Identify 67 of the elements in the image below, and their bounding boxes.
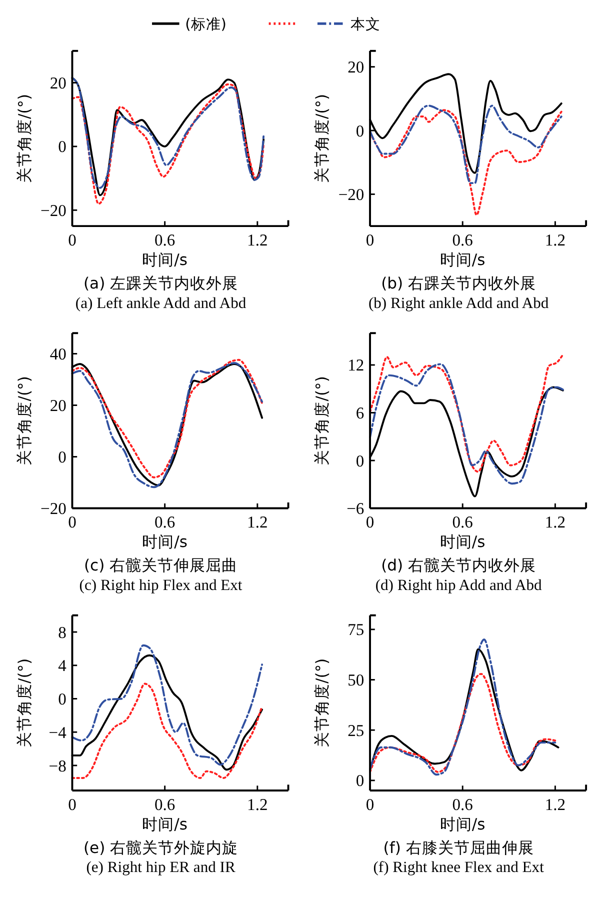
x-tick-label: 0.6: [154, 512, 176, 532]
y-axis-title: 关节角度/(°): [15, 376, 34, 466]
text: (e) Right hip ER and IR: [86, 859, 236, 876]
y-tick-label: −20: [40, 200, 66, 220]
y-tick-label: −6: [346, 499, 364, 518]
text: (c) Right hip Flex and Ext: [79, 577, 243, 594]
text: (e) 右髋关节外旋内旋: [83, 838, 238, 857]
y-axis-title: 关节角度/(°): [313, 376, 332, 466]
y-tick-label: 0: [356, 121, 364, 140]
x-tick-label: 1.2: [544, 512, 566, 532]
x-tick-label: 1.2: [544, 230, 566, 250]
y-tick-label: −4: [48, 722, 66, 742]
y-tick-label: 0: [356, 771, 364, 790]
y-tick-label: −20: [338, 185, 364, 204]
line-series: [71, 682, 264, 779]
text: (f) Right knee Flex and Ext: [373, 859, 545, 876]
x-tick-label: 0.6: [154, 794, 176, 814]
line-series: [369, 109, 562, 216]
y-tick-label: 0: [58, 448, 66, 467]
y-tick-label: −20: [40, 499, 66, 518]
y-tick-label: 0: [58, 690, 66, 709]
y-tick-label: 0: [58, 137, 66, 156]
x-tick-label: 0.6: [452, 512, 473, 532]
x-tick-label: 1.2: [247, 230, 268, 250]
x-tick-label: 1.2: [247, 512, 268, 532]
text: (d) Right hip Add and Abd: [375, 577, 542, 594]
y-tick-label: 20: [50, 74, 66, 93]
text: (b) 右踝关节内收外展: [381, 274, 536, 292]
x-tick-label: 1.2: [544, 794, 566, 814]
y-axis-title: 关节角度/(°): [15, 94, 34, 184]
x-tick-label: 1.2: [247, 794, 268, 814]
y-tick-label: 40: [50, 344, 66, 364]
x-axis-title: 时间/s: [440, 250, 486, 269]
text: (a) 左踝关节内收外展: [83, 274, 238, 292]
line-series: [369, 354, 564, 473]
y-tick-label: 25: [348, 720, 364, 740]
text: (c) 右髋关节伸展屈曲: [84, 556, 238, 575]
text: (b) Right ankle Add and Abd: [368, 294, 549, 312]
y-tick-label: 0: [356, 451, 364, 470]
y-tick-label: 12: [348, 356, 364, 375]
x-tick-label: 0.6: [452, 794, 473, 814]
y-axis-title: 关节角度/(°): [313, 658, 332, 748]
y-tick-label: 75: [348, 620, 364, 640]
x-tick-label: 0.6: [154, 230, 176, 250]
line-series: [369, 672, 558, 773]
y-tick-label: 20: [348, 58, 364, 77]
x-axis-title: 时间/s: [142, 250, 188, 269]
x-axis-title: 时间/s: [142, 533, 188, 552]
legend-label: 本文: [350, 16, 381, 33]
text: (d) 右髋关节内收外展: [381, 556, 536, 575]
line-series: [369, 104, 562, 184]
x-axis-title: 时间/s: [142, 815, 188, 834]
y-axis-title: 关节角度/(°): [313, 94, 332, 184]
y-tick-label: 4: [58, 656, 66, 676]
text: (a) Left ankle Add and Abd: [75, 294, 246, 312]
x-axis-title: 时间/s: [440, 533, 486, 552]
y-tick-label: 8: [58, 622, 66, 642]
x-tick-label: 0.6: [452, 230, 473, 250]
y-axis-title: 关节角度/(°): [15, 658, 34, 748]
y-tick-label: 6: [356, 404, 364, 423]
text: (f) 右膝关节屈曲伸展: [383, 838, 534, 857]
y-tick-label: 50: [348, 670, 364, 690]
y-tick-label: −8: [48, 756, 66, 776]
line-series: [369, 363, 564, 485]
x-axis-title: 时间/s: [440, 815, 486, 834]
legend-label: (标准): [185, 16, 226, 33]
y-tick-label: 20: [50, 396, 66, 416]
